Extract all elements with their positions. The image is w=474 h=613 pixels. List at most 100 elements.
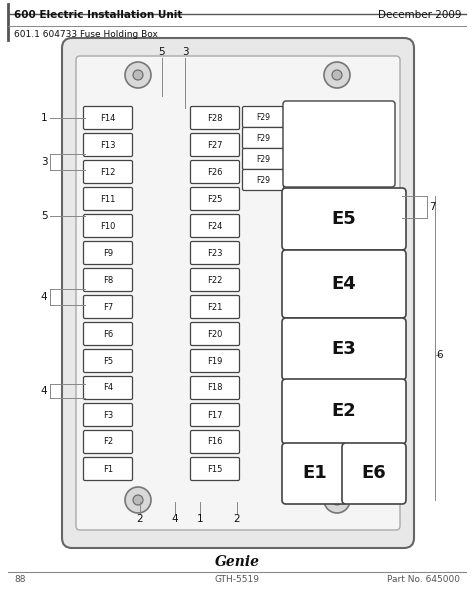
FancyBboxPatch shape xyxy=(191,134,239,156)
Text: F4: F4 xyxy=(103,384,113,392)
FancyBboxPatch shape xyxy=(191,376,239,400)
FancyBboxPatch shape xyxy=(83,268,133,292)
FancyBboxPatch shape xyxy=(83,457,133,481)
Text: 3: 3 xyxy=(182,47,188,57)
Text: 1: 1 xyxy=(41,113,47,123)
Text: 6: 6 xyxy=(437,350,443,360)
Text: F6: F6 xyxy=(103,330,113,338)
Circle shape xyxy=(133,70,143,80)
Text: E3: E3 xyxy=(332,340,356,358)
FancyBboxPatch shape xyxy=(319,497,355,522)
FancyBboxPatch shape xyxy=(191,188,239,210)
Text: 5: 5 xyxy=(41,211,47,221)
FancyBboxPatch shape xyxy=(83,376,133,400)
FancyBboxPatch shape xyxy=(83,322,133,346)
Text: F14: F14 xyxy=(100,113,116,123)
FancyBboxPatch shape xyxy=(243,148,283,170)
Text: F5: F5 xyxy=(103,357,113,365)
FancyBboxPatch shape xyxy=(191,215,239,237)
Text: E5: E5 xyxy=(332,210,356,228)
FancyBboxPatch shape xyxy=(83,430,133,454)
Text: 600 Electric Installation Unit: 600 Electric Installation Unit xyxy=(14,10,182,20)
FancyBboxPatch shape xyxy=(83,188,133,210)
FancyBboxPatch shape xyxy=(83,134,133,156)
Text: 4: 4 xyxy=(41,292,47,302)
FancyBboxPatch shape xyxy=(282,443,347,504)
Text: F20: F20 xyxy=(207,330,223,338)
FancyBboxPatch shape xyxy=(83,295,133,319)
Text: F16: F16 xyxy=(207,438,223,446)
Text: F13: F13 xyxy=(100,140,116,150)
Text: 2: 2 xyxy=(234,514,240,524)
FancyBboxPatch shape xyxy=(191,107,239,129)
Circle shape xyxy=(125,62,151,88)
FancyBboxPatch shape xyxy=(243,170,283,191)
FancyBboxPatch shape xyxy=(76,56,400,530)
Text: F29: F29 xyxy=(256,113,270,121)
FancyBboxPatch shape xyxy=(282,250,406,318)
Text: F29: F29 xyxy=(256,175,270,185)
FancyBboxPatch shape xyxy=(282,379,406,444)
Circle shape xyxy=(324,62,350,88)
FancyBboxPatch shape xyxy=(191,268,239,292)
Circle shape xyxy=(133,495,143,505)
FancyBboxPatch shape xyxy=(191,161,239,183)
Text: F22: F22 xyxy=(207,275,223,284)
FancyBboxPatch shape xyxy=(191,322,239,346)
FancyBboxPatch shape xyxy=(243,107,283,128)
FancyBboxPatch shape xyxy=(120,497,156,522)
Text: F9: F9 xyxy=(103,248,113,257)
Circle shape xyxy=(332,495,342,505)
Text: 1: 1 xyxy=(197,514,203,524)
Text: F23: F23 xyxy=(207,248,223,257)
FancyBboxPatch shape xyxy=(83,161,133,183)
Text: 88: 88 xyxy=(14,576,26,585)
FancyBboxPatch shape xyxy=(282,318,406,380)
FancyBboxPatch shape xyxy=(83,242,133,264)
Text: 2: 2 xyxy=(137,514,143,524)
FancyBboxPatch shape xyxy=(243,128,283,148)
Text: F27: F27 xyxy=(207,140,223,150)
FancyBboxPatch shape xyxy=(83,349,133,373)
Text: F28: F28 xyxy=(207,113,223,123)
Text: 4: 4 xyxy=(172,514,178,524)
Text: F10: F10 xyxy=(100,221,116,230)
FancyBboxPatch shape xyxy=(83,107,133,129)
Text: E6: E6 xyxy=(362,465,386,482)
Text: F11: F11 xyxy=(100,194,116,204)
Text: 3: 3 xyxy=(41,157,47,167)
FancyBboxPatch shape xyxy=(191,349,239,373)
FancyBboxPatch shape xyxy=(120,72,156,97)
Text: December 2009: December 2009 xyxy=(379,10,462,20)
Text: F19: F19 xyxy=(207,357,223,365)
Text: F8: F8 xyxy=(103,275,113,284)
Circle shape xyxy=(125,487,151,513)
Text: 601.1 604733 Fuse Holding Box: 601.1 604733 Fuse Holding Box xyxy=(14,30,158,39)
FancyBboxPatch shape xyxy=(83,215,133,237)
Circle shape xyxy=(324,487,350,513)
Text: F18: F18 xyxy=(207,384,223,392)
Text: E2: E2 xyxy=(332,403,356,421)
Text: F17: F17 xyxy=(207,411,223,419)
Text: F15: F15 xyxy=(207,465,223,473)
FancyBboxPatch shape xyxy=(83,403,133,427)
Text: F3: F3 xyxy=(103,411,113,419)
Text: F29: F29 xyxy=(256,154,270,164)
Text: F24: F24 xyxy=(207,221,223,230)
Text: F29: F29 xyxy=(256,134,270,142)
Text: F2: F2 xyxy=(103,438,113,446)
Text: F21: F21 xyxy=(207,302,223,311)
Text: E1: E1 xyxy=(302,465,327,482)
FancyBboxPatch shape xyxy=(191,403,239,427)
FancyBboxPatch shape xyxy=(319,72,355,97)
Text: 4: 4 xyxy=(41,386,47,396)
Circle shape xyxy=(332,70,342,80)
Text: Part No. 645000: Part No. 645000 xyxy=(387,576,460,585)
FancyBboxPatch shape xyxy=(282,188,406,250)
Text: Genie: Genie xyxy=(215,555,259,569)
Text: 5: 5 xyxy=(159,47,165,57)
Text: F7: F7 xyxy=(103,302,113,311)
Text: F26: F26 xyxy=(207,167,223,177)
Text: E4: E4 xyxy=(332,275,356,293)
Text: F12: F12 xyxy=(100,167,116,177)
